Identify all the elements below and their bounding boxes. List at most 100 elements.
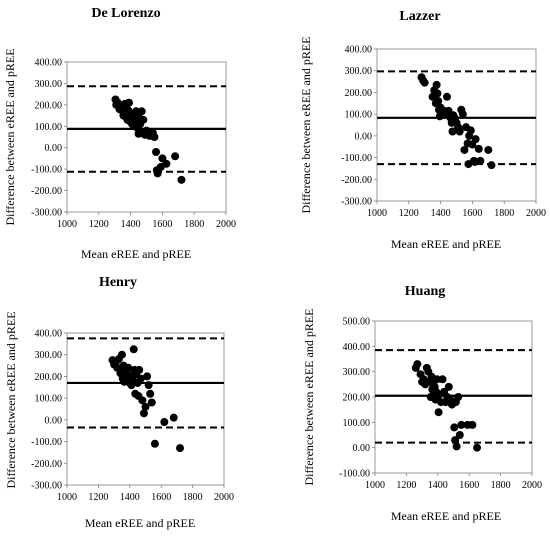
y-tick-label: -100.00 [31,437,62,448]
data-point [466,126,475,135]
x-tick-label: 2000 [526,208,546,219]
y-tick-label: -100.00 [339,469,370,480]
plot-area [66,332,225,486]
data-point [141,402,150,411]
data-point [468,420,477,429]
y-tick-label: 0.00 [353,443,371,454]
data-point [160,418,169,427]
x-tick-label: 1800 [183,492,203,503]
data-point [473,443,482,452]
data-point [139,409,148,418]
data-point [150,439,159,448]
y-axis-label: Difference between eREE and pREE [3,48,17,225]
x-tick-label: 1600 [459,480,479,491]
x-tick-label: 1000 [57,492,77,503]
y-tick-label: 100.00 [35,394,63,405]
x-tick-label: 1400 [120,492,140,503]
data-point [460,145,469,154]
x-tick-label: 1000 [57,219,77,230]
data-point [471,135,480,144]
data-point [413,360,422,369]
plot-area [374,320,533,474]
data-point [433,89,442,98]
chart-title: De Lorenzo [91,6,160,21]
y-tick-label: 300.00 [35,79,63,90]
x-tick-label: 1600 [462,208,482,219]
y-tick-label: -100.00 [31,165,62,176]
data-point [451,436,460,445]
x-tick-label: 1800 [184,219,204,230]
data-point [434,97,443,106]
y-tick-label: 400.00 [343,342,371,353]
y-axis-label: Difference between eREE and pREE [4,311,18,488]
y-tick-label: 400.00 [345,45,373,56]
data-point [136,374,145,383]
x-tick-label: 1400 [431,208,451,219]
chart-panel-1: Lazzer -300.00 -200.00 -100.00 0.00 100.00 200… [299,9,546,251]
data-point [438,375,447,384]
data-point [124,363,133,372]
plot-area [376,48,537,202]
data-point [137,107,146,116]
plot-area [66,61,227,213]
x-tick-label: 1000 [367,208,387,219]
data-point [487,161,496,170]
data-point [454,393,463,401]
data-point [147,398,156,407]
data-point [143,372,152,381]
y-axis-label: Difference between eREE and pREE [299,36,313,213]
x-tick-label: 1400 [121,219,141,230]
data-point [132,107,141,116]
y-tick-label: 100.00 [343,418,371,429]
data-point [457,420,466,429]
chart-title: Huang [405,284,445,299]
y-tick-label: -200.00 [31,459,62,470]
data-point [474,144,483,153]
y-tick-label: 400.00 [35,58,63,69]
y-tick-label: 300.00 [343,367,371,378]
data-point [162,159,171,168]
x-axis-label: Mean eREE and pREE [391,237,501,251]
x-tick-label: 1600 [152,219,172,230]
y-tick-label: -100.00 [341,153,372,164]
data-point [420,78,429,87]
y-axis-label: Difference between eREE and pREE [302,308,316,485]
data-point [433,375,442,384]
chart-title: Henry [99,275,137,290]
y-tick-label: -300.00 [341,197,372,208]
y-tick-label: -300.00 [31,208,62,219]
y-tick-label: 100.00 [35,122,63,133]
chart-panel-0: De Lorenzo -300.00 -200.00 -100.00 0.00 100.0… [3,6,236,261]
data-point [153,169,162,178]
data-point [169,413,178,422]
y-tick-label: 0.00 [45,415,63,426]
x-tick-label: 2000 [216,219,236,230]
data-point [455,127,464,136]
data-point [176,444,185,453]
x-axis-label: Mean eREE and pREE [391,509,501,523]
y-tick-label: 400.00 [35,329,63,340]
data-point [476,156,485,165]
y-tick-label: 100.00 [345,110,373,121]
data-point [432,80,441,89]
data-point [139,115,148,124]
y-tick-label: 300.00 [35,350,63,361]
data-point [442,92,451,101]
x-tick-label: 1000 [365,480,385,491]
data-point [152,148,161,156]
data-point [452,442,461,451]
x-tick-label: 1800 [494,208,514,219]
data-point [171,152,180,161]
data-point [450,423,459,432]
data-point [458,110,467,119]
x-tick-label: 1400 [428,480,448,491]
y-tick-label: 200.00 [343,393,371,404]
x-tick-label: 2000 [522,480,542,491]
x-tick-label: 1600 [151,492,171,503]
x-axis-label: Mean eREE and pREE [81,247,191,261]
data-point [455,431,464,439]
x-tick-label: 1200 [89,219,109,230]
y-tick-label: 200.00 [345,88,373,99]
x-tick-label: 1200 [396,480,416,491]
